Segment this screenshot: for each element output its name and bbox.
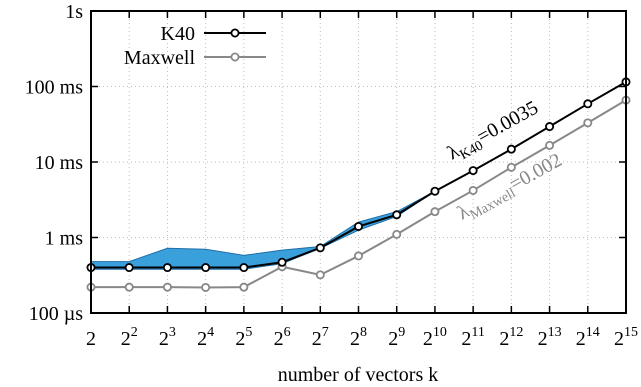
x-tick-label: 215 [614,325,638,350]
x-tick-label: 23 [159,325,176,350]
x-tick-label: 27 [312,325,329,350]
y-tick-label: 1 ms [45,228,84,250]
k40-point [468,166,478,176]
legend-label-maxwell: Maxwell [124,47,196,69]
x-tick-label: 2 [86,328,96,350]
x-tick-label: 213 [538,325,562,350]
x-tick-label: 214 [576,325,600,350]
k40-point [506,144,516,154]
legend-marker-k40 [230,28,240,38]
y-tick-label: 100 µs [29,303,84,325]
maxwell-point [506,162,516,172]
maxwell-point [315,270,325,280]
maxwell-point [583,118,593,128]
y-tick-label: 1s [65,1,83,23]
legend-marker-maxwell [230,52,240,62]
k40-point [430,186,440,196]
series-lines [86,77,631,292]
y-tick-label: 10 ms [35,152,84,174]
x-tick-label: 26 [274,325,291,350]
maxwell-point [430,207,440,217]
k40-point [392,210,402,220]
maxwell-point [201,282,211,292]
k40-point [201,263,211,273]
k40-point [277,257,287,267]
maxwell-point [468,185,478,195]
x-axis-label: number of vectors k [278,364,439,386]
k40-point [162,263,172,273]
maxwell-point [392,229,402,239]
k40-point [124,263,134,273]
k40-point [353,221,363,231]
x-tick-label: 211 [461,325,484,350]
x-tick-label: 29 [388,325,405,350]
y-axis: 1s 100 ms 10 ms 1 ms 100 µs [25,1,626,325]
x-tick-label: 210 [423,325,447,350]
maxwell-point [545,140,555,150]
k40-point [315,243,325,253]
maxwell-point [124,282,134,292]
legend-label-k40: K40 [161,23,195,45]
maxwell-point [162,282,172,292]
k40-point [583,99,593,109]
x-tick-label: 212 [499,325,523,350]
x-tick-label: 22 [121,325,138,350]
k40-point [239,263,249,273]
x-tick-label: 28 [350,325,367,350]
x-axis: 2 22 23 24 25 26 27 28 29 210 211 212 213 214 215 [86,11,638,350]
maxwell-point [353,251,363,261]
maxwell-point [239,282,249,292]
k40-point [545,122,555,132]
y-tick-label: 100 ms [25,77,84,99]
x-tick-label: 24 [197,325,214,350]
x-tick-label: 25 [235,325,252,350]
